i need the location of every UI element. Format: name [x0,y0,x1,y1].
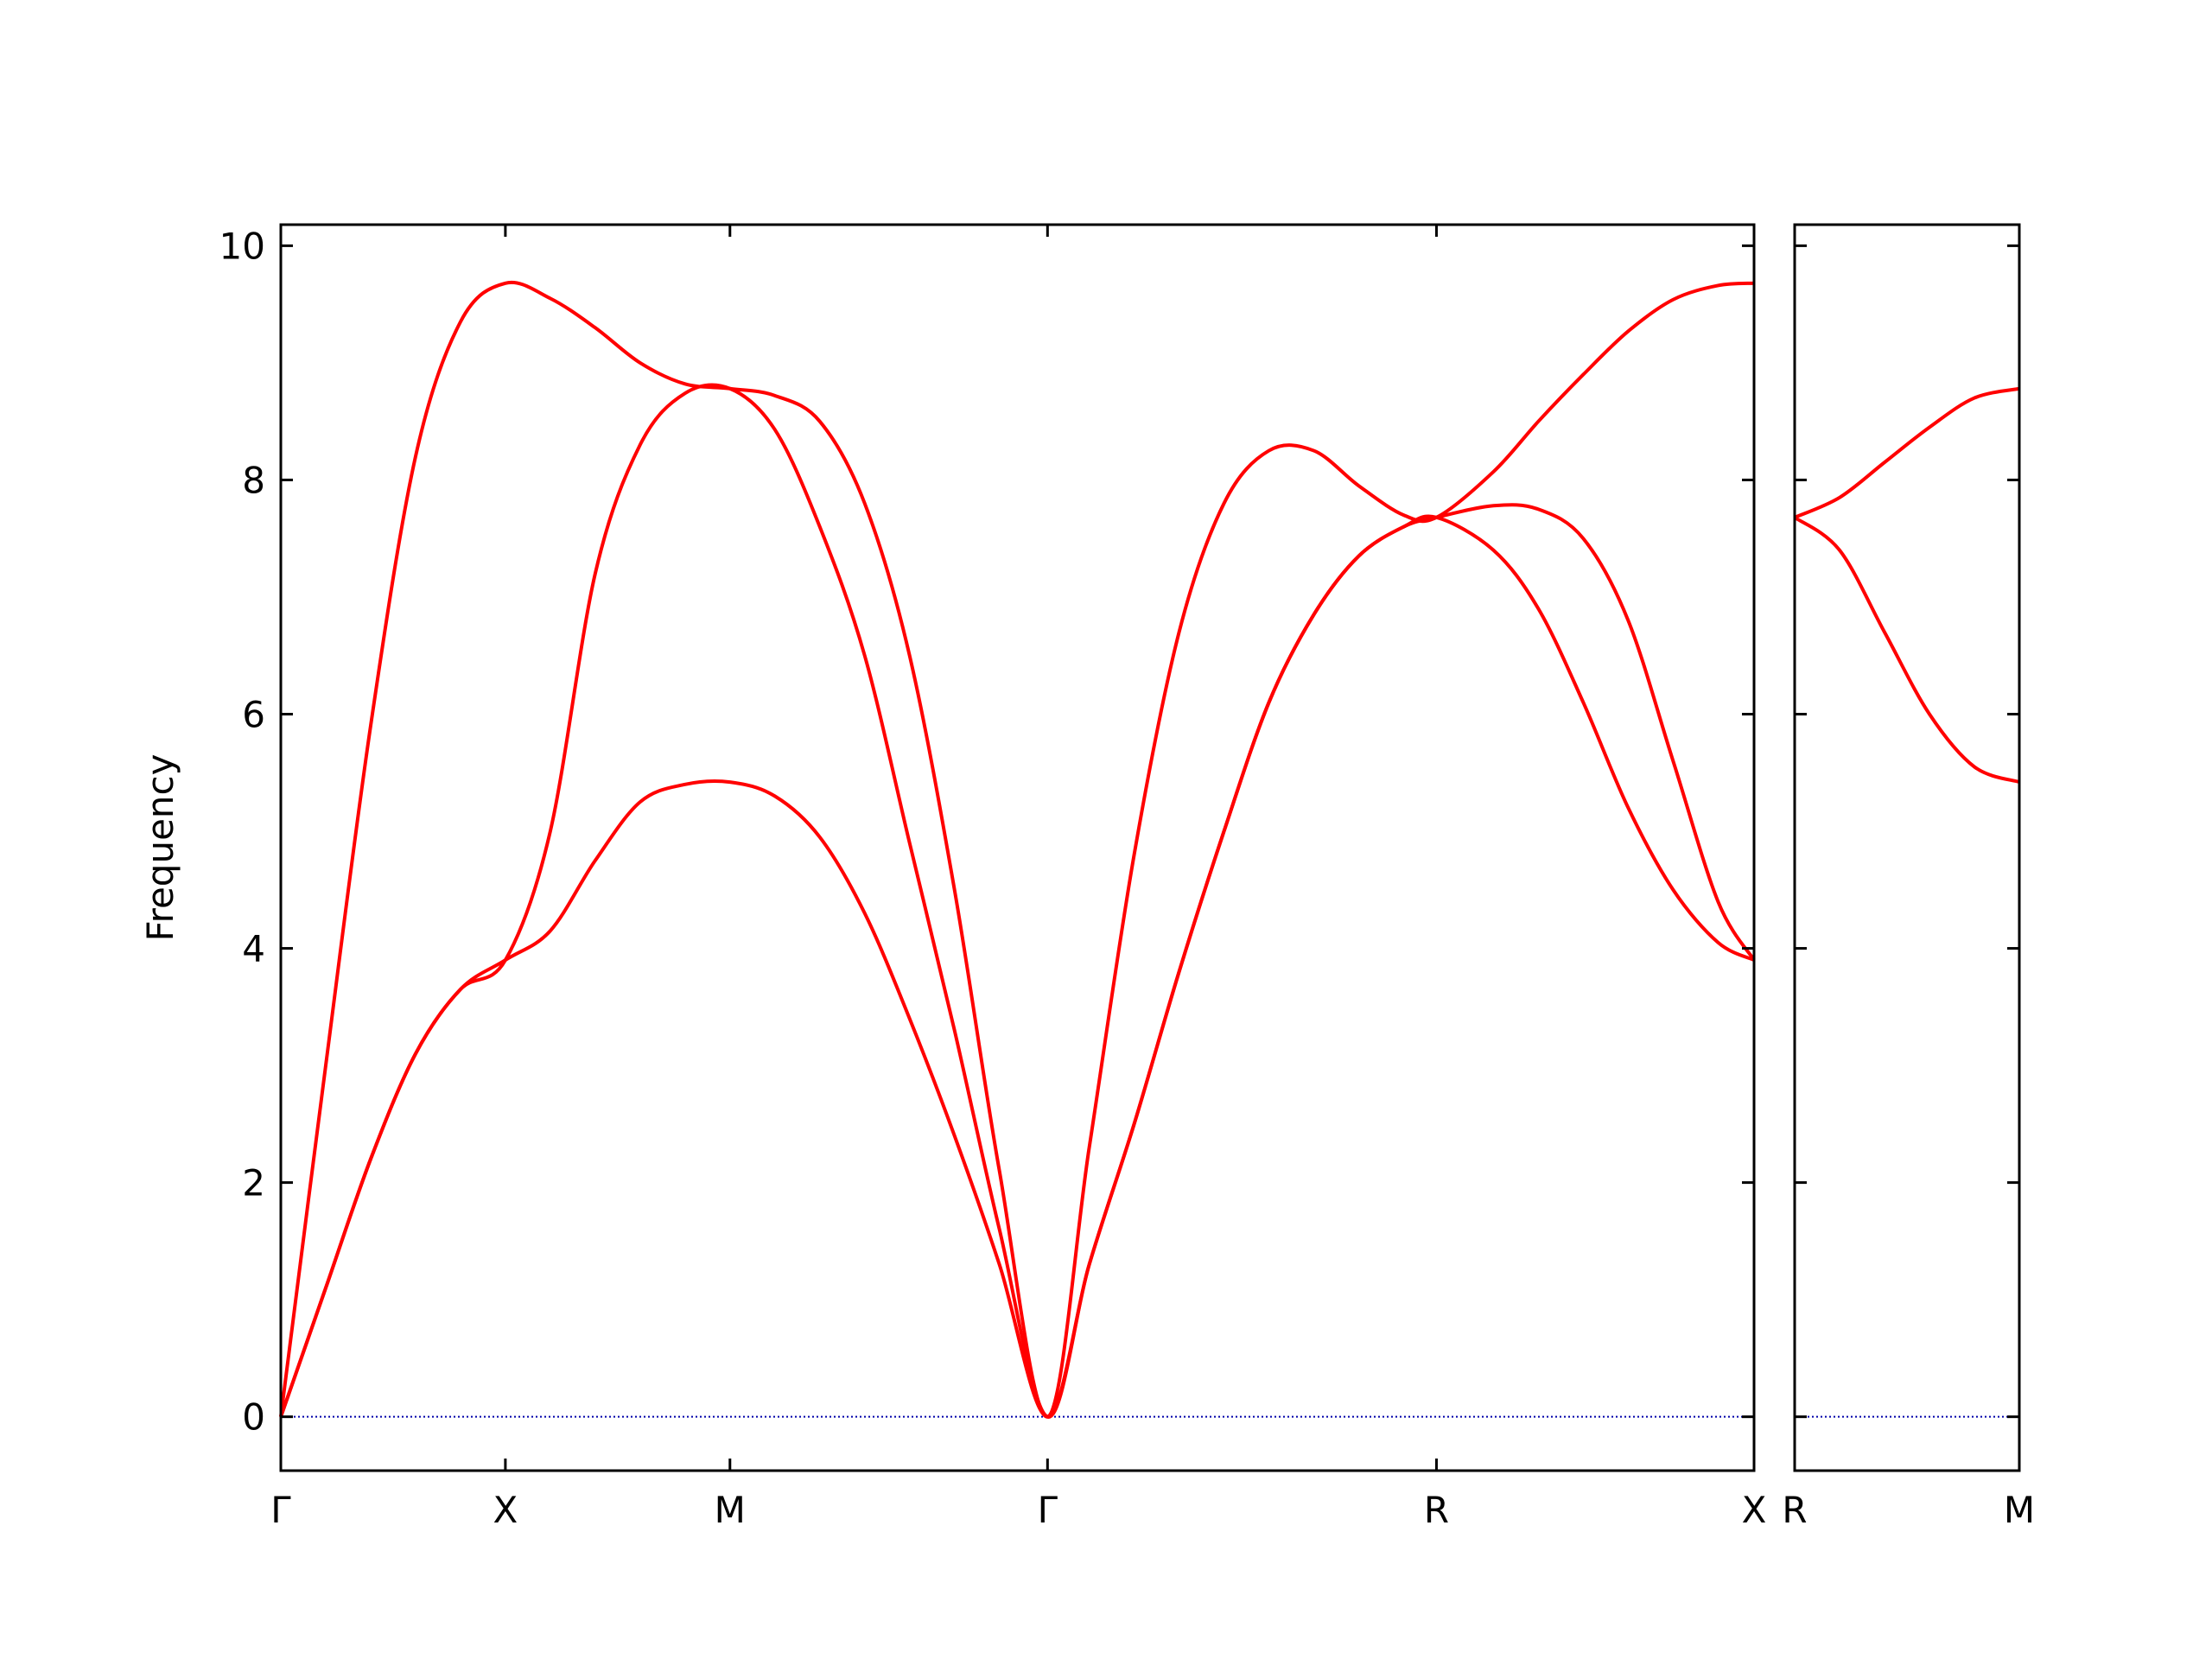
plot-frame [1793,223,2021,1472]
band-line [279,383,1756,1419]
x-tick-label: Γ [1038,1489,1058,1531]
plot-frame [279,223,1756,1472]
x-tick-label: M [715,1489,746,1531]
y-tick-label: 8 [242,459,265,501]
y-axis-label: Frequency [139,754,181,942]
y-tick-label: 4 [242,928,265,970]
panel: 0 2 4 6 8 10 Γ X M Γ R X Frequency [139,223,1767,1531]
y-tick-label: 10 [219,225,265,267]
x-tick-label: X [493,1489,518,1531]
band-line [1793,516,2020,785]
x-tick-label: Γ [270,1489,291,1531]
band-line [1794,386,2020,519]
x-tick-label: R [1782,1489,1807,1531]
x-tick-label: M [2004,1489,2035,1531]
band-line [279,280,1755,1419]
y-tick-label: 0 [242,1396,265,1439]
x-tick-label: X [1742,1489,1767,1531]
band-line [279,514,1755,1419]
x-tick-label: R [1424,1489,1449,1531]
y-tick-label: 6 [242,694,265,736]
y-tick-label: 2 [242,1162,265,1205]
